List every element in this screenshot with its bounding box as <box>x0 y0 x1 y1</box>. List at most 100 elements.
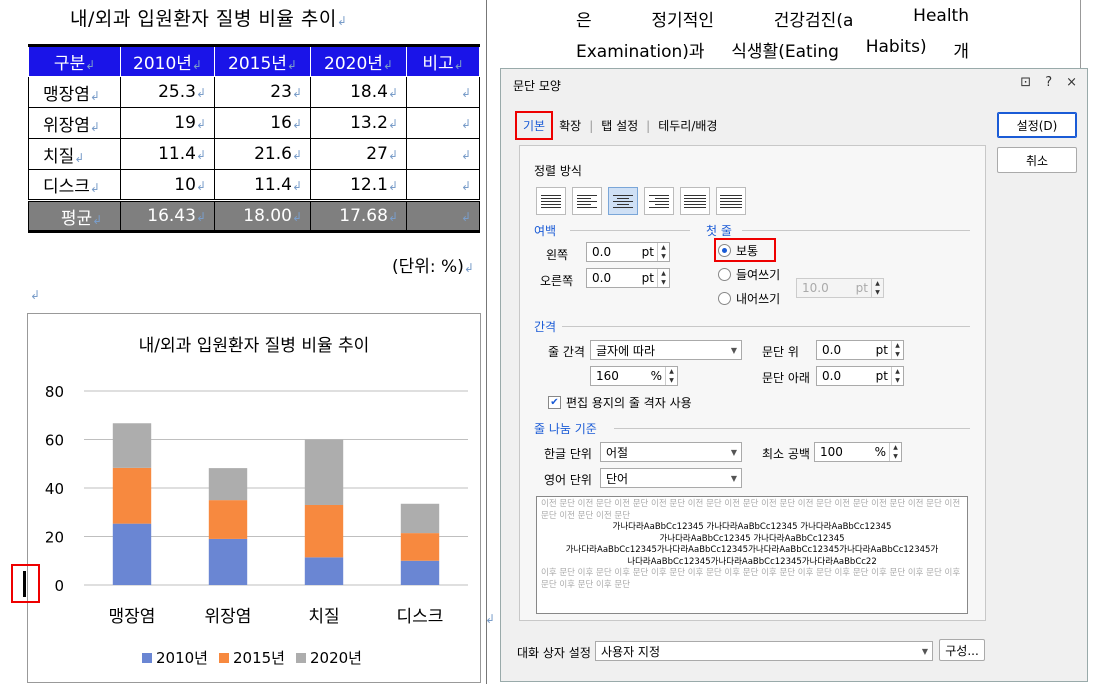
table-cell[interactable]: 17.68↲ <box>310 199 407 233</box>
body-text-line: 은 정기적인 건강검진(a Health <box>576 6 969 31</box>
paragraph-preview: 이전 문단 이전 문단 이전 문단 이전 문단 이전 문단 이전 문단 이전 문… <box>536 496 968 614</box>
table-cell[interactable]: ↲ <box>406 107 480 139</box>
align-justify-button[interactable] <box>536 187 566 215</box>
table-cell[interactable]: 13.2↲ <box>310 107 407 139</box>
preview-before-text: 이전 문단 이전 문단 이전 문단 이전 문단 이전 문단 이전 문단 이전 문… <box>541 499 961 521</box>
bar-segment <box>208 468 248 501</box>
dialog-setting-select[interactable]: 사용자 지정 ▼ <box>595 641 933 661</box>
para-above-spinner[interactable]: 0.0 pt ▲ ▼ <box>816 340 904 360</box>
chart-frame[interactable]: 내/외과 입원환자 질병 비율 추이 0 20 40 60 80 맹장염 위장염 치질 디스크 … <box>27 313 481 683</box>
tab-extended[interactable]: 확장 <box>559 119 582 133</box>
y-tick-label: 80 <box>45 383 64 401</box>
table-cell[interactable]: ↲ <box>406 199 480 233</box>
bar-segment <box>208 538 248 585</box>
cancel-button[interactable]: 취소 <box>997 147 1077 173</box>
right-margin-spinner[interactable]: 0.0 pt ▲ ▼ <box>586 268 670 288</box>
align-right-button[interactable] <box>644 187 674 215</box>
help-icon[interactable]: ? <box>1045 75 1053 90</box>
min-space-spinner[interactable]: 100% ▲ ▼ <box>814 442 902 462</box>
table-cell[interactable]: 25.3↲ <box>120 76 215 108</box>
english-unit-label: 영어 단위 <box>544 473 592 487</box>
first-line-value-spinner[interactable]: 10.0 pt ▲ ▼ <box>796 278 884 298</box>
bar-segment <box>304 439 344 505</box>
table-header-row: 구분↲ 2010년↲ 2015년↲ 2020년↲ 비고↲ <box>28 44 480 77</box>
bar-segment <box>208 500 248 539</box>
table-cell[interactable]: 맹장염↲ <box>28 76 121 108</box>
tab-border-background[interactable]: 테두리/배경 <box>658 119 718 133</box>
table-cell[interactable]: 27↲ <box>310 138 407 170</box>
x-category-label: 위장염 <box>205 607 252 627</box>
cursor-highlight <box>11 564 40 603</box>
legend-swatch <box>296 653 306 663</box>
x-category-label: 디스크 <box>397 607 444 627</box>
tab-basic[interactable]: 기본 <box>515 111 554 140</box>
line-spacing-select[interactable]: 글자에 따라 ▼ <box>590 340 742 360</box>
preview-current-line: 가나다라AaBbCc12345가나다라AaBbCc12345가나다라AaBbCc… <box>565 545 939 555</box>
y-tick-label: 60 <box>45 432 64 450</box>
table-cell[interactable]: 16↲ <box>214 107 311 139</box>
preview-current-line: 나다라AaBbCc12345가나다라AaBbCc12345가나다라AaBbCc2… <box>627 556 877 567</box>
section-divider <box>614 428 970 429</box>
align-left-button[interactable] <box>572 187 602 215</box>
disease-ratio-table: 구분↲ 2010년↲ 2015년↲ 2020년↲ 비고↲ 맹장염↲ 25.3↲ … <box>28 44 480 233</box>
table-cell[interactable]: 18.4↲ <box>310 76 407 108</box>
tab-separator: | <box>646 118 651 133</box>
english-unit-select[interactable]: 단어 ▼ <box>600 468 742 488</box>
first-line-normal-radio[interactable]: 보통 <box>718 242 758 259</box>
table-cell[interactable]: 12.1↲ <box>310 169 407 201</box>
grid-snap-checkbox[interactable]: ✔ 편집 용지의 줄 격자 사용 <box>548 394 692 411</box>
table-average-row: 평균↲ 16.43↲ 18.00↲ 17.68↲ ↲ <box>28 199 480 233</box>
first-line-section-label: 첫 줄 <box>706 224 732 238</box>
dialog-title: 문단 모양 <box>513 79 561 93</box>
table-cell[interactable]: 18.00↲ <box>214 199 311 233</box>
table-cell[interactable]: 16.43↲ <box>120 199 215 233</box>
bar-segment <box>400 503 440 534</box>
table-cell[interactable]: 평균↲ <box>28 199 121 233</box>
section-divider <box>562 326 970 327</box>
table-cell[interactable]: 10↲ <box>120 169 215 201</box>
table-cell[interactable]: 11.4↲ <box>120 138 215 170</box>
align-distribute-button[interactable] <box>680 187 710 215</box>
table-row: 치질↲ 11.4↲ 21.6↲ 27↲ ↲ <box>28 138 480 170</box>
align-divide-button[interactable] <box>716 187 746 215</box>
section-divider <box>742 230 970 231</box>
table-cell[interactable]: 치질↲ <box>28 138 121 170</box>
chevron-down-icon: ▼ <box>921 646 929 656</box>
x-category-label: 치질 <box>308 607 339 627</box>
min-space-label: 최소 공백 <box>762 447 810 461</box>
korean-unit-select[interactable]: 어절 ▼ <box>600 442 742 462</box>
preview-after-text: 이후 문단 이후 문단 이후 문단 이후 문단 이후 문단 이후 문단 이후 문… <box>541 568 961 590</box>
legend-label: 2020년 <box>310 649 362 667</box>
table-header-cell: 2015년↲ <box>214 44 311 77</box>
tab-tab-settings[interactable]: 탭 설정 <box>601 119 639 133</box>
table-cell[interactable]: ↲ <box>406 138 480 170</box>
line-break-section-label: 줄 나눔 기준 <box>534 422 597 436</box>
tab-panel-basic: 정렬 방식 여백 왼쪽 0.0 pt ▲ ▼ 오른쪽 0.0 pt ▲ ▼ 첫 줄 보통 들… <box>519 145 986 621</box>
tab-separator: | <box>589 118 594 133</box>
table-cell[interactable]: 위장염↲ <box>28 107 121 139</box>
right-margin-label: 오른쪽 <box>540 274 574 288</box>
table-cell[interactable]: ↲ <box>406 169 480 201</box>
close-icon[interactable]: × <box>1066 75 1077 90</box>
table-cell[interactable]: 21.6↲ <box>214 138 311 170</box>
table-cell[interactable]: ↲ <box>406 76 480 108</box>
line-spacing-percent-spinner[interactable]: 160% ▲ ▼ <box>590 366 678 386</box>
table-cell[interactable]: 23↲ <box>214 76 311 108</box>
table-cell[interactable]: 11.4↲ <box>214 169 311 201</box>
restore-icon[interactable]: ⊡ <box>1020 75 1032 90</box>
compose-button[interactable]: 구성... <box>939 639 985 661</box>
page-divider <box>486 0 487 684</box>
table-row: 위장염↲ 19↲ 16↲ 13.2↲ ↲ <box>28 107 480 139</box>
first-line-indent-radio[interactable]: 들여쓰기 <box>718 266 780 283</box>
table-cell[interactable]: 디스크↲ <box>28 169 121 201</box>
selected-option-highlight <box>714 238 776 262</box>
table-cell[interactable]: 19↲ <box>120 107 215 139</box>
paragraph-mark: ↲ <box>30 288 41 302</box>
para-above-label: 문단 위 <box>762 345 799 359</box>
ok-button[interactable]: 설정(D) <box>997 112 1077 138</box>
first-line-outdent-radio[interactable]: 내어쓰기 <box>718 290 780 307</box>
align-center-button[interactable] <box>608 187 638 215</box>
para-below-spinner[interactable]: 0.0 pt ▲ ▼ <box>816 366 904 386</box>
left-margin-spinner[interactable]: 0.0 pt ▲ ▼ <box>586 242 670 262</box>
